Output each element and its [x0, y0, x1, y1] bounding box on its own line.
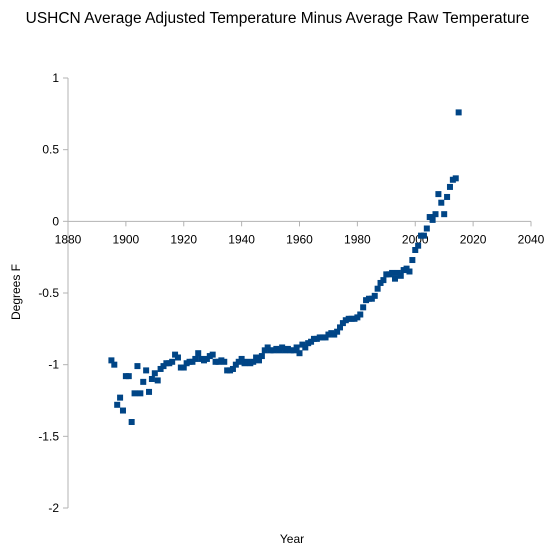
data-point [446, 183, 453, 190]
data-point [151, 370, 158, 377]
data-point [420, 232, 427, 239]
x-tick-label: 1960 [286, 232, 313, 246]
data-point [357, 311, 364, 318]
data-point [131, 390, 138, 397]
data-point [444, 193, 451, 200]
y-tick-label: 0.5 [42, 143, 59, 157]
data-point [380, 277, 387, 284]
data-point [360, 304, 367, 311]
data-points [108, 109, 462, 425]
x-tick-label: 2040 [518, 232, 545, 246]
data-point [432, 211, 439, 218]
data-point [406, 268, 413, 275]
data-point [250, 358, 257, 365]
data-point [117, 394, 124, 401]
x-axis-title: Year [280, 532, 304, 546]
x-tick-label: 1880 [55, 232, 82, 246]
axes [63, 77, 532, 509]
data-point [174, 354, 181, 361]
data-point [143, 367, 150, 374]
data-point [229, 365, 236, 372]
data-point [125, 373, 132, 380]
data-point [415, 242, 422, 249]
data-point [389, 269, 396, 276]
data-point [374, 285, 381, 292]
x-tick-label: 1940 [228, 232, 255, 246]
data-point [435, 191, 442, 198]
y-tick-label: -1.5 [38, 429, 59, 443]
data-point [391, 275, 398, 282]
data-point [258, 353, 265, 360]
y-axis-title: Degrees F [9, 264, 23, 320]
chart-title: USHCN Average Adjusted Temperature Minus… [25, 10, 530, 27]
data-point [296, 350, 303, 357]
data-point [140, 378, 147, 385]
data-point [134, 363, 141, 370]
data-point [209, 351, 216, 358]
x-tick-label: 1920 [170, 232, 197, 246]
data-point [238, 355, 245, 362]
data-point [195, 350, 202, 357]
data-point [455, 109, 462, 116]
y-tick-label: 0 [52, 214, 59, 228]
tick-labels: 1 0.5 0 -0.5 -1 -1.5 -2 1880 1900 1920 1940 1960 198… [38, 71, 544, 515]
data-point [192, 355, 199, 362]
x-tick-label: 1980 [344, 232, 371, 246]
data-point [119, 407, 126, 414]
data-point [169, 358, 176, 365]
y-tick-label: 1 [52, 71, 59, 85]
data-point [137, 390, 144, 397]
data-point [146, 388, 153, 395]
data-point [154, 377, 161, 384]
data-point [128, 419, 135, 425]
data-point [397, 272, 404, 279]
data-point [148, 376, 155, 382]
y-tick-label: -0.5 [38, 286, 59, 300]
data-point [412, 247, 419, 253]
data-point [337, 324, 344, 331]
data-point [111, 361, 118, 368]
x-tick-label: 2020 [460, 232, 487, 246]
x-tick-label: 1900 [113, 232, 140, 246]
data-point [221, 358, 228, 365]
y-tick-label: -1 [48, 358, 59, 372]
data-point [438, 199, 445, 206]
data-point [293, 344, 300, 351]
data-point [429, 216, 436, 223]
data-point [334, 328, 341, 335]
data-point [108, 357, 115, 364]
data-point [409, 257, 416, 264]
data-point [452, 175, 459, 182]
data-point [423, 225, 430, 232]
y-tick-label: -2 [48, 501, 59, 515]
data-point [302, 344, 309, 351]
data-point [180, 364, 187, 371]
data-point [114, 401, 121, 408]
data-point [441, 211, 448, 218]
data-point [255, 357, 262, 364]
data-point [371, 292, 378, 299]
